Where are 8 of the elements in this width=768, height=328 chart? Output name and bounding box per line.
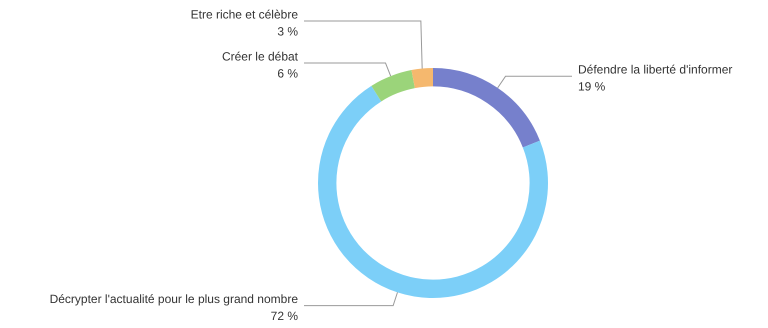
data-label: 72 % bbox=[270, 309, 298, 323]
data-label: 6 % bbox=[277, 66, 298, 80]
slice-label: Créer le débat bbox=[222, 49, 299, 64]
data-label: 19 % bbox=[578, 80, 606, 94]
data-label: 3 % bbox=[277, 24, 298, 38]
slice-label: Défendre la liberté d'informer bbox=[578, 62, 732, 77]
slice-label: Etre riche et célèbre bbox=[190, 7, 298, 22]
slice-label: Décrypter l'actualité pour le plus grand nombre bbox=[50, 292, 298, 306]
